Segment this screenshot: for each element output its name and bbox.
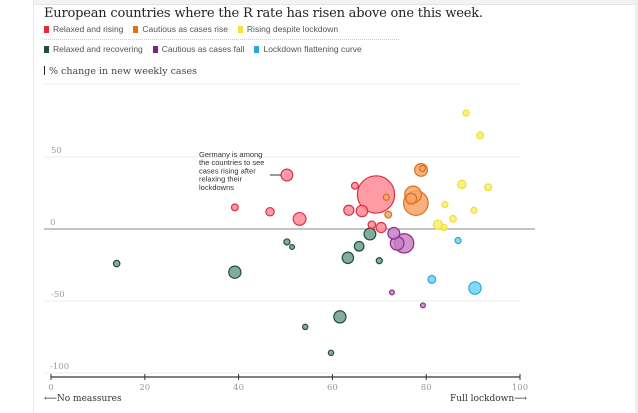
bubble-relaxed-and-recovering [283, 238, 291, 246]
bubble-rising-despite-lockdown [476, 131, 485, 140]
y-tick-label: -100 [50, 362, 69, 372]
legend-label: Relaxed and recovering [53, 44, 143, 54]
legend-item-rising-lockdown: Rising despite lockdown [237, 24, 339, 34]
y-tick-label: 0 [50, 218, 55, 228]
x-tick-label: 0 [48, 383, 53, 393]
y-axis-label-text: % change in new weekly cases [49, 66, 197, 77]
bubble-relaxed-and-recovering [327, 349, 335, 357]
bubble-relaxed-and-rising [292, 211, 307, 226]
x-tick-label: 60 [327, 383, 338, 393]
legend-swatch [152, 45, 158, 53]
x-axis-note-left: ⟵No meassures [44, 394, 122, 404]
bubble-relaxed-and-recovering [363, 227, 377, 241]
bubble-rising-despite-lockdown [457, 179, 467, 190]
bubble-relaxed-and-recovering [289, 243, 296, 251]
legend-divider [44, 39, 399, 40]
x-tick-label: 40 [233, 383, 244, 393]
legend-label: Lockdown flattening curve [263, 44, 362, 54]
y-tick-label: 50 [51, 146, 62, 156]
bubble-relaxed-and-rising [355, 204, 369, 218]
legend-label: Rising despite lockdown [246, 24, 339, 34]
legend-label: Cautious as cases fall [161, 44, 245, 54]
bubble-relaxed-and-recovering [301, 323, 309, 331]
bubble-cautious-as-cases-fall [419, 302, 426, 309]
legend-item-relaxed-rising: Relaxed and rising [44, 24, 123, 34]
right-arrow-icon: ⟶ [514, 394, 528, 404]
bubble-relaxed-and-rising [350, 181, 359, 190]
bubble-rising-despite-lockdown [440, 223, 448, 232]
bubble-cautious-as-cases-rise [405, 192, 418, 205]
bubble-rising-despite-lockdown [441, 200, 449, 209]
bubble-relaxed-and-recovering [228, 265, 242, 279]
page-right-margin [635, 0, 638, 413]
bubble-relaxed-and-rising [367, 220, 377, 230]
legend-item-cautious-rise: Cautious as cases rise [133, 24, 228, 34]
x-axis-note-right-text: Full lockdown [450, 394, 515, 404]
legend-item-relaxed-recovering: Relaxed and recovering [44, 44, 143, 54]
legend-row-2: Relaxed and recovering Cautious as cases… [44, 44, 362, 54]
legend-item-lockdown-flattening: Lockdown flattening curve [254, 44, 362, 54]
bubble-relaxed-and-rising [375, 221, 387, 234]
bubble-relaxed-and-rising [280, 168, 294, 182]
bubble-rising-despite-lockdown [462, 109, 470, 117]
bubble-cautious-as-cases-rise [382, 193, 390, 201]
bubble-relaxed-and-recovering [341, 251, 355, 265]
bubble-rising-despite-lockdown [448, 214, 457, 223]
legend-swatch [237, 25, 243, 33]
x-tick-label: 20 [139, 383, 150, 393]
bubble-relaxed-and-recovering [353, 240, 365, 252]
legend-swatch [133, 25, 139, 33]
window-top-border [0, 0, 638, 5]
legend-row-1: Relaxed and rising Cautious as cases ris… [44, 24, 338, 34]
bubble-relaxed-and-rising [356, 175, 396, 214]
annotation-text-line: cases rising after [199, 166, 256, 175]
legend-swatch [44, 45, 49, 53]
annotation-text-line: lockdowns [199, 183, 234, 192]
y-tick-label: -50 [51, 290, 65, 300]
bubble-relaxed-and-rising [230, 203, 239, 212]
bubble-relaxed-and-recovering [112, 259, 121, 268]
bubble-cautious-as-cases-rise [384, 210, 393, 219]
y-axis-label: % change in new weekly cases [44, 66, 197, 77]
annotation-text-line: Germany is among [199, 150, 262, 159]
bubble-rising-despite-lockdown [470, 206, 478, 214]
x-tick-label: 80 [421, 383, 432, 393]
left-arrow-icon: ⟵ [44, 394, 57, 404]
bubble-lockdown-flattening-curve [468, 281, 482, 295]
chart-title: European countries where the R rate has … [44, 6, 483, 21]
x-tick-label: 100 [512, 383, 528, 393]
x-axis-note-right: Full lockdown⟶ [450, 394, 527, 404]
bubble-lockdown-flattening-curve [454, 236, 462, 245]
bubble-relaxed-and-recovering [375, 257, 383, 265]
bubble-relaxed-and-rising [343, 204, 355, 216]
x-axis-note-left-text: No meassures [56, 394, 122, 404]
bubble-relaxed-and-rising [265, 206, 275, 217]
bubble-rising-despite-lockdown [484, 183, 493, 192]
bubble-lockdown-flattening-curve [427, 274, 437, 284]
page-left-margin [0, 0, 34, 413]
bubble-cautious-as-cases-fall [387, 226, 401, 240]
bubble-cautious-as-cases-rise [418, 164, 427, 173]
annotation-text-line: relaxing their [199, 175, 242, 184]
up-arrow-icon [44, 66, 45, 75]
legend-label: Relaxed and rising [53, 24, 124, 34]
legend-item-cautious-fall: Cautious as cases fall [152, 44, 245, 54]
annotation-text-line: the countries to see [199, 158, 264, 167]
bubble-relaxed-and-recovering [333, 310, 347, 324]
legend-swatch [44, 25, 49, 33]
bubble-cautious-as-cases-fall [388, 289, 395, 296]
legend-swatch [254, 45, 260, 53]
legend-label: Cautious as cases rise [142, 24, 228, 34]
